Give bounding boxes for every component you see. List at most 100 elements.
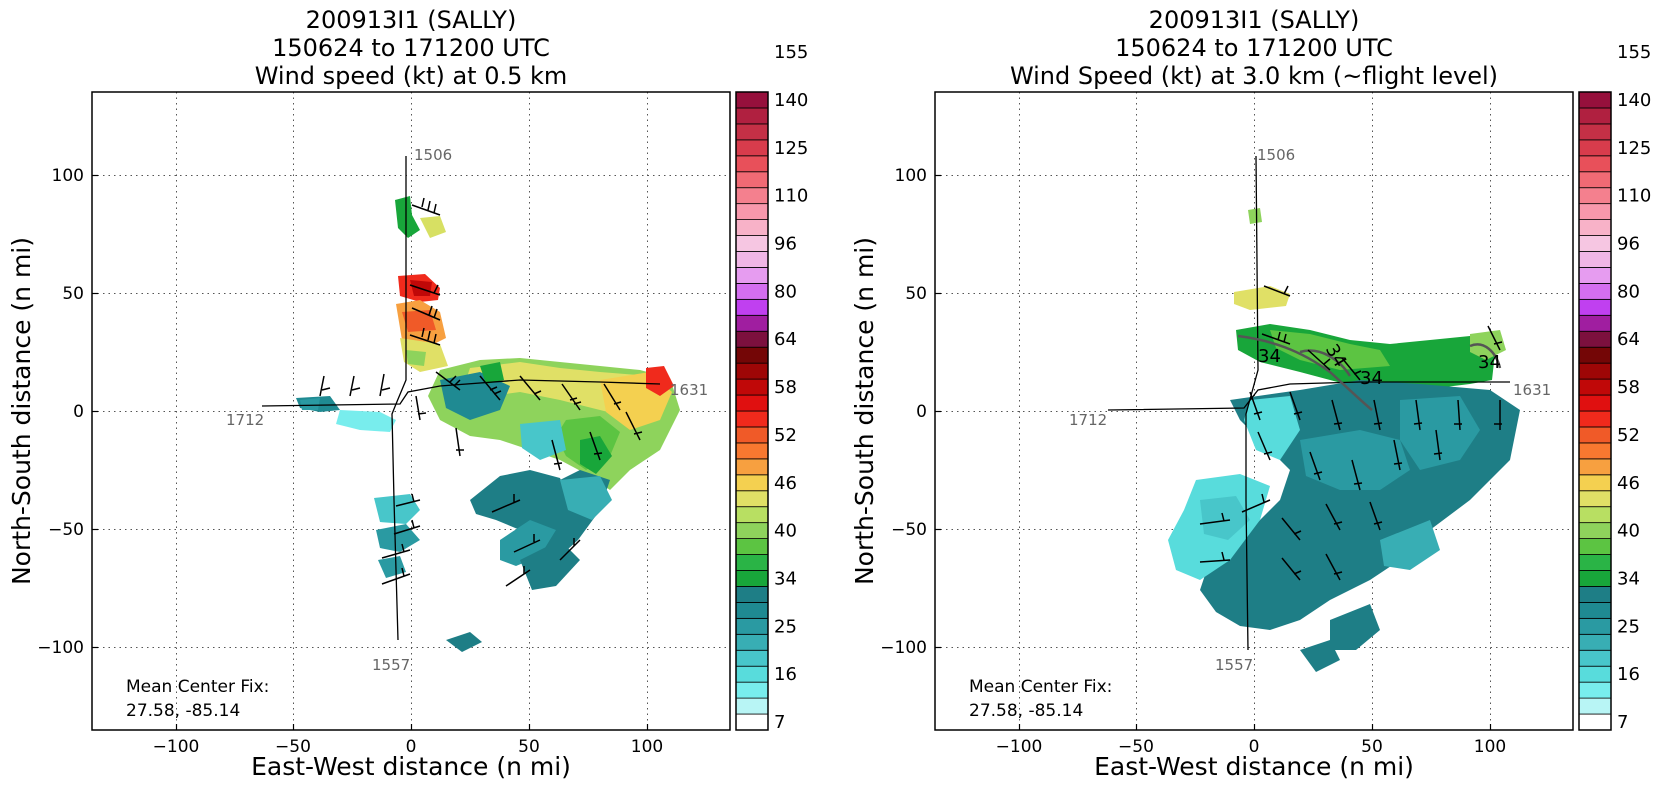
colorbar-tick-label: 52 xyxy=(774,425,797,446)
colorbar-bin xyxy=(1578,219,1612,236)
y-tick-label: 50 xyxy=(905,284,927,304)
colorbar-bin xyxy=(1578,410,1612,428)
colorbar-tick-label: 52 xyxy=(1617,425,1640,446)
x-tick-label: −100 xyxy=(996,737,1043,757)
colorbar-bin xyxy=(1578,490,1612,508)
y-tick-labels: −100 −50 0 50 100 xyxy=(880,166,927,658)
mean-center-fix-value: 27.58, -85.14 xyxy=(126,701,240,721)
colorbar-bin xyxy=(1578,649,1612,667)
colorbar-bin xyxy=(735,681,769,699)
colorbar-bin xyxy=(1578,362,1612,380)
y-axis-label: North-South distance (n mi) xyxy=(7,237,36,585)
colorbar-tick-label: 40 xyxy=(774,521,797,542)
colorbar-bin xyxy=(735,617,769,635)
plot-area: 1506 1557 1712 1631 Mean Center Fix: 27.… xyxy=(92,92,730,730)
colorbar-bin xyxy=(735,155,769,173)
panel-title-line-1: 200913I1 (SALLY) xyxy=(1149,6,1360,34)
x-tick-label: 0 xyxy=(406,737,417,757)
colorbar-tick-label: 7 xyxy=(1617,712,1628,733)
x-tick-labels: −100 −50 0 50 100 xyxy=(153,737,664,757)
wind-barbs xyxy=(1199,285,1503,581)
y-tick-label: −50 xyxy=(48,520,84,540)
colorbar-tick-label: 110 xyxy=(774,186,808,207)
colorbar: 7 16 25 34 40 46 52 58 64 80 96 110 125 140 155 xyxy=(735,42,808,733)
colorbar-bin xyxy=(735,282,769,300)
colorbar-bin xyxy=(735,187,769,205)
colorbar-bin xyxy=(735,649,769,667)
colorbar-bin xyxy=(1578,442,1612,460)
plot-area: 34 34 34 34 xyxy=(935,92,1573,730)
y-tick-label: 0 xyxy=(916,402,927,422)
colorbar-bin xyxy=(1578,586,1612,603)
panel-title-line-3: Wind Speed (kt) at 3.0 km (~flight level… xyxy=(1010,62,1498,90)
x-tick-label: −100 xyxy=(153,737,200,757)
colorbar-bin xyxy=(735,346,769,364)
panel-title-line-3: Wind speed (kt) at 0.5 km xyxy=(255,62,568,90)
colorbar-bin xyxy=(735,123,769,141)
x-tick-labels: −100 −50 0 50 100 xyxy=(996,737,1507,757)
colorbar-bin xyxy=(1578,187,1612,205)
colorbar-bin xyxy=(735,251,769,268)
colorbar-tick-label: 125 xyxy=(1617,138,1651,159)
colorbar-bin xyxy=(735,203,769,220)
mean-center-fix-label: Mean Center Fix: xyxy=(126,677,269,697)
y-axis-label: North-South distance (n mi) xyxy=(850,237,879,585)
y-tick-label: −50 xyxy=(891,520,927,540)
colorbar-tick-label: 46 xyxy=(1617,473,1640,494)
colorbar-frame xyxy=(1578,91,1612,731)
colorbar: 7 16 25 34 40 46 52 58 64 80 96 110 125 140 155 xyxy=(1578,42,1651,733)
colorbar-tick-label: 64 xyxy=(1617,329,1640,350)
colorbar-tick-label: 25 xyxy=(1617,616,1640,637)
track-labels: 1506 1557 1712 1631 xyxy=(226,146,708,674)
x-tick-label: 50 xyxy=(1361,737,1383,757)
colorbar-tick-label: 96 xyxy=(774,234,797,255)
track-label-east: 1631 xyxy=(1513,381,1551,399)
colorbar-bin xyxy=(1578,394,1612,412)
colorbar-tick-label: 40 xyxy=(1617,521,1640,542)
colorbar-bin xyxy=(735,474,769,492)
colorbar-bin xyxy=(735,490,769,508)
colorbar-bin xyxy=(735,235,769,252)
colorbar-bin xyxy=(1578,203,1612,220)
panel-title-line-1: 200913I1 (SALLY) xyxy=(306,6,517,34)
colorbar-bin xyxy=(1578,251,1612,268)
colorbar-bin xyxy=(735,267,769,284)
colorbar-bin xyxy=(1578,602,1612,619)
colorbar-tick-label: 80 xyxy=(774,281,797,302)
x-axis-label: East-West distance (n mi) xyxy=(1094,752,1414,781)
colorbar-bin xyxy=(1578,330,1612,348)
colorbar-bin xyxy=(1578,346,1612,364)
colorbar-bin xyxy=(735,458,769,476)
colorbar-bin xyxy=(1578,713,1612,731)
track-label-west: 1712 xyxy=(226,411,264,429)
colorbar-bin xyxy=(1578,458,1612,476)
colorbar-bin xyxy=(1578,155,1612,173)
panel-flight-level: 200913I1 (SALLY) 150624 to 171200 UTC Wi… xyxy=(850,6,1651,781)
colorbar-bin xyxy=(1578,282,1612,300)
contour-label: 34 xyxy=(1360,368,1383,389)
panel-low-level: 200913I1 (SALLY) 150624 to 171200 UTC Wi… xyxy=(7,6,808,781)
wind-speed-field xyxy=(1168,208,1520,672)
colorbar-bin xyxy=(1578,426,1612,444)
x-tick-label: −50 xyxy=(1118,737,1154,757)
x-tick-label: 100 xyxy=(1474,737,1506,757)
colorbar-bin xyxy=(735,713,769,731)
colorbar-bin xyxy=(735,442,769,460)
track-label-south: 1557 xyxy=(372,656,410,674)
colorbar-tick-label: 16 xyxy=(774,664,797,685)
colorbar-tick-label: 7 xyxy=(774,712,785,733)
panel-title-line-2: 150624 to 171200 UTC xyxy=(272,34,550,62)
colorbar-tick-label: 125 xyxy=(774,138,808,159)
colorbar-bin xyxy=(1578,633,1612,651)
colorbar-bin xyxy=(735,394,769,412)
colorbar-bin xyxy=(735,107,769,125)
colorbar-bin xyxy=(1578,538,1612,555)
tick-marks xyxy=(92,174,649,730)
colorbar-bin xyxy=(735,330,769,348)
colorbar-bin xyxy=(1578,681,1612,699)
colorbar-bin xyxy=(1578,570,1612,587)
colorbar-tick-label: 155 xyxy=(774,42,808,63)
colorbar-tick-label: 46 xyxy=(774,473,797,494)
colorbar-bin xyxy=(735,410,769,428)
